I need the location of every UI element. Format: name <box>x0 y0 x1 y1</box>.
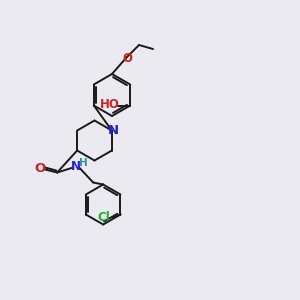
Text: N: N <box>107 124 118 137</box>
Text: O: O <box>34 162 46 175</box>
Text: O: O <box>122 52 132 64</box>
Text: N: N <box>71 160 81 173</box>
Text: H: H <box>79 158 88 169</box>
Text: Cl: Cl <box>97 211 110 224</box>
Text: HO: HO <box>100 98 120 111</box>
